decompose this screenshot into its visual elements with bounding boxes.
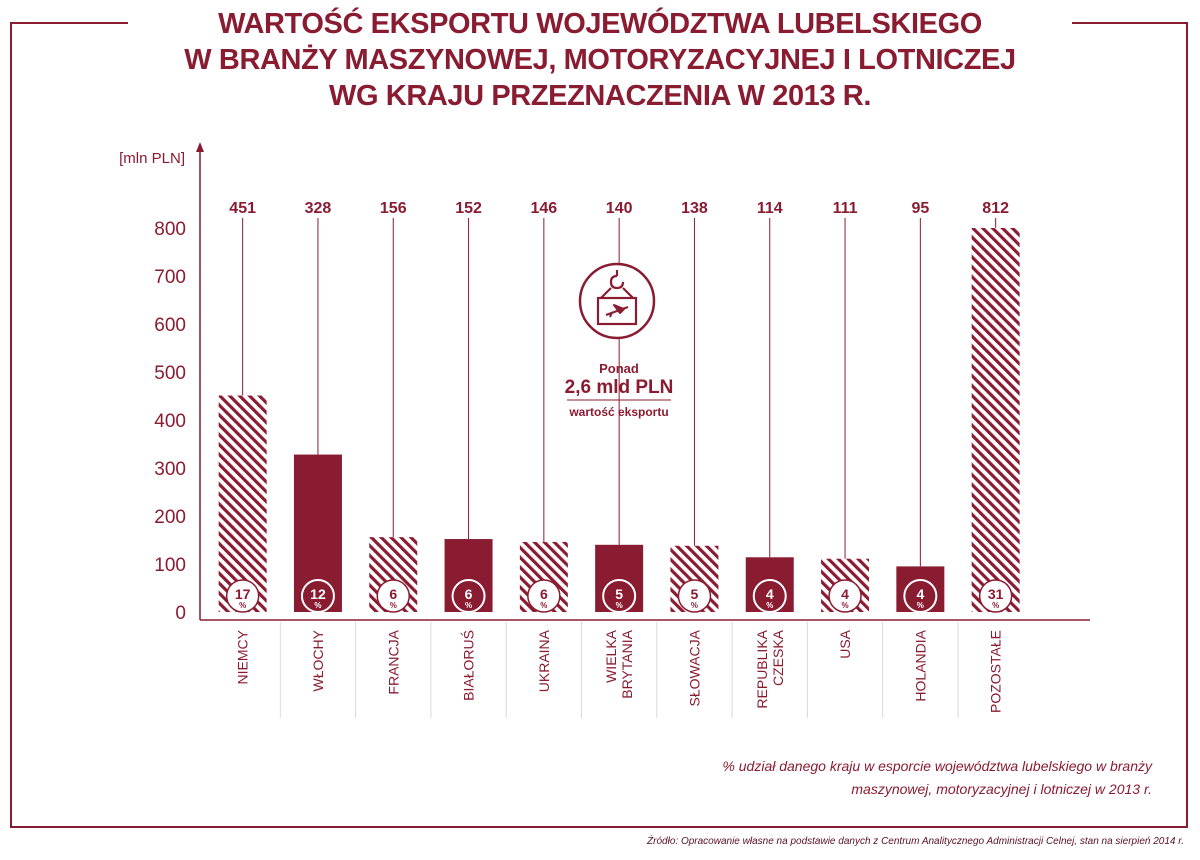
chart-title-line-3: WG KRAJU PRZEZNACZENIA W 2013 R. (328, 80, 871, 112)
share-badge-value: 31 (988, 586, 1004, 602)
source-note: Źródło: Opracowanie własne na podstawie … (647, 836, 1184, 847)
category-label: FRANCJA (385, 629, 401, 694)
share-badge (376, 579, 410, 613)
share-badge-value: 17 (235, 586, 251, 602)
bar-value-label: 156 (380, 200, 407, 217)
bar-value-label: 146 (530, 200, 557, 217)
bar (218, 395, 267, 612)
bar-value-label: 114 (757, 200, 783, 217)
chart-title-line-2: W BRANŻY MASZYNOWEJ, MOTORYZACYJNEJ I LO… (184, 44, 1016, 76)
category-label: CZESKA (770, 629, 786, 686)
share-badge (527, 579, 561, 613)
y-tick-label: 200 (154, 507, 186, 528)
share-badge-value: 6 (540, 586, 548, 602)
cargo-box-icon (596, 296, 638, 326)
frame-right-border (1186, 22, 1188, 828)
callout-line-3: wartość eksportu (568, 405, 668, 419)
callout-line-1: Ponad (599, 361, 639, 376)
bar-value-label: 451 (229, 200, 256, 217)
share-badge (602, 579, 637, 613)
y-axis-label: [mln PLN] (119, 150, 185, 167)
frame-bottom-border (10, 826, 1188, 828)
share-note-line-1: % udział danego kraju w esporcie wojewód… (722, 758, 1152, 774)
frame-top-right-border (1072, 22, 1188, 24)
category-label: BIAŁORUŚ (460, 630, 477, 701)
plane-icon (605, 304, 629, 318)
category-label: HOLANDIA (912, 629, 928, 701)
bar-value-label: 152 (455, 200, 482, 217)
share-badge-percent: % (465, 601, 472, 610)
share-badge-value: 4 (916, 586, 924, 602)
share-note-line-2: maszynowej, motoryzacyjnej i lotniczej w… (851, 781, 1152, 797)
share-badge-percent: % (992, 601, 999, 610)
share-badge-percent: % (314, 601, 321, 610)
frame-top-left-border (10, 22, 128, 24)
frame-left-border (10, 22, 12, 828)
share-badge (978, 579, 1013, 613)
bar-value-label: 95 (911, 200, 929, 217)
share-badge (677, 579, 712, 613)
share-badge-value: 12 (310, 586, 326, 602)
bar-value-label: 812 (982, 200, 1009, 217)
share-badge-value: 5 (691, 586, 699, 602)
share-badge-percent: % (239, 601, 246, 610)
y-axis-arrow (196, 142, 204, 152)
share-badge (451, 579, 486, 613)
share-badge-value: 4 (841, 586, 849, 602)
chart-title: WARTOŚĆ EKSPORTU WOJEWÓDZTWA LUBELSKIEGO… (140, 6, 1060, 114)
y-tick-label: 300 (154, 459, 186, 480)
share-badge-percent: % (540, 601, 547, 610)
share-badge-percent: % (841, 601, 848, 610)
share-badge-value: 5 (615, 586, 623, 602)
category-label: WIELKA (603, 629, 619, 683)
category-label: REPUBLIKA (754, 629, 770, 708)
share-badge (225, 579, 260, 613)
category-label: BRYTANIA (619, 629, 635, 698)
bar-value-label: 328 (305, 200, 332, 217)
category-label: UKRAINA (536, 629, 552, 692)
bar-value-label: 138 (681, 200, 708, 217)
share-badge (828, 579, 862, 613)
category-label: WŁOCHY (310, 629, 326, 691)
callout-line-2: 2,6 mld PLN (565, 377, 674, 398)
share-badge-value: 6 (389, 586, 397, 602)
share-badge-percent: % (917, 601, 924, 610)
y-tick-label: 100 (154, 555, 186, 576)
share-badge-percent: % (390, 601, 397, 610)
category-label: USA (837, 629, 853, 658)
share-badge-percent: % (616, 601, 623, 610)
share-badge-percent: % (766, 601, 773, 610)
y-tick-label: 500 (154, 363, 186, 384)
share-badge (903, 579, 938, 613)
bar-value-label: 140 (606, 200, 633, 217)
share-badge (300, 579, 335, 613)
share-badge-value: 6 (465, 586, 473, 602)
y-tick-label: 600 (154, 315, 186, 336)
bar (971, 228, 1020, 612)
category-label: SŁOWACJA (686, 629, 702, 706)
y-tick-label: 400 (154, 411, 186, 432)
crane-hook-icon (600, 270, 634, 299)
share-badge-percent: % (691, 601, 698, 610)
y-tick-label: 0 (175, 603, 186, 624)
category-label: POZOSTAŁE (988, 630, 1004, 713)
bar-value-label: 111 (833, 200, 858, 217)
share-note: % udział danego kraju w esporcie wojewód… (640, 755, 1152, 801)
y-tick-label: 800 (154, 219, 186, 240)
export-callout: Ponad 2,6 mld PLN wartość eksportu (565, 262, 674, 419)
y-tick-label: 700 (154, 267, 186, 288)
share-badge (752, 579, 787, 613)
share-badge-value: 4 (766, 586, 774, 602)
category-label: NIEMCY (235, 629, 251, 684)
chart-title-line-1: WARTOŚĆ EKSPORTU WOJEWÓDZTWA LUBELSKIEGO (218, 8, 982, 40)
